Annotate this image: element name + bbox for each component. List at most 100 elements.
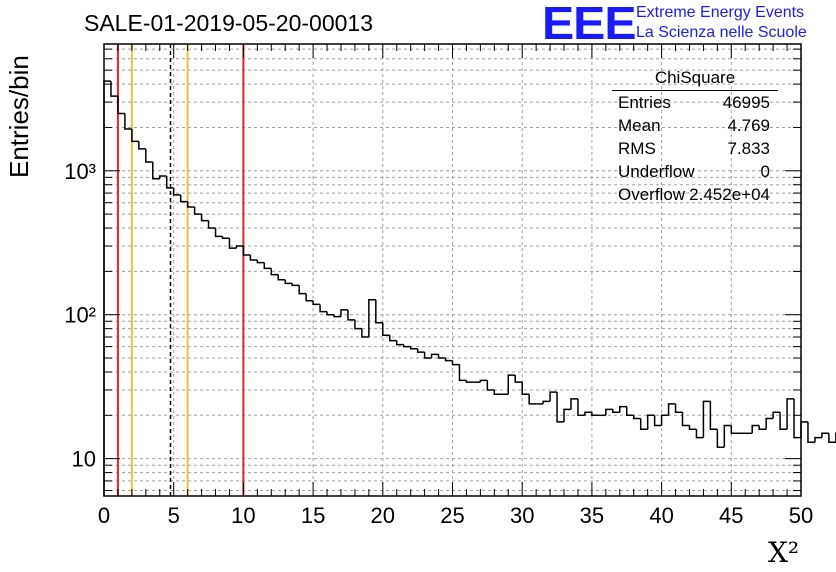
histogram-bin (451, 360, 460, 366)
histogram-bin (577, 398, 585, 417)
histogram-bin (305, 293, 314, 302)
histogram-bin (542, 400, 551, 404)
x-tick-label: 40 (649, 503, 673, 528)
stats-row: RMS 7.833 (612, 137, 778, 160)
stats-key: Overflow (618, 185, 686, 204)
histogram-bin (409, 346, 418, 350)
histogram-bin (117, 96, 125, 115)
histogram-bin (807, 421, 815, 443)
stats-value: 4.769 (727, 116, 770, 135)
histogram-bin (179, 194, 188, 203)
histogram-bin (263, 262, 272, 270)
stats-row: Mean 4.769 (612, 114, 778, 137)
histogram-bin (646, 414, 655, 430)
histogram-bin (249, 254, 258, 261)
histogram-bin (549, 391, 558, 402)
histogram-bin (570, 398, 578, 410)
stats-key: Mean (618, 116, 661, 135)
x-tick-label: 30 (510, 503, 534, 528)
stats-box: ChiSquare Entries 46995 Mean 4.769 RMS 7… (612, 66, 778, 206)
stats-key: RMS (618, 139, 656, 158)
histogram-bin (786, 398, 795, 430)
histogram-bin (159, 175, 167, 179)
histogram-bin (361, 328, 369, 338)
histogram-bin (688, 425, 697, 431)
histogram-bin (389, 335, 397, 342)
histogram-bin (821, 432, 829, 438)
x-tick-label: 20 (371, 503, 395, 528)
chart-title: SALE-01-2019-05-20-00013 (84, 10, 373, 36)
histogram-bin (660, 414, 669, 426)
histogram-bin (479, 379, 488, 383)
histogram-bin (375, 299, 383, 324)
histogram-bin (709, 401, 718, 431)
histogram-bin (382, 322, 390, 336)
histogram-bin (765, 417, 774, 430)
eee-logo: EEE (542, 0, 637, 49)
histogram-bin (110, 81, 118, 97)
stats-value: 7.833 (727, 139, 770, 158)
histogram-bin (814, 436, 822, 443)
stats-title: ChiSquare (612, 66, 778, 91)
histogram-bin (605, 408, 613, 416)
y-tick-label: 10² (64, 303, 96, 328)
stats-value: 46995 (722, 93, 770, 112)
histogram-bin (200, 214, 209, 222)
histogram-bin (131, 129, 139, 143)
histogram-bin (235, 245, 244, 249)
grid (104, 44, 801, 496)
histogram-bin (430, 353, 439, 359)
histogram-bin (563, 408, 571, 422)
histogram-bin (507, 374, 516, 395)
marker-lines (116, 44, 245, 496)
histogram-bin (333, 314, 341, 318)
histogram-bin (486, 380, 495, 391)
histogram-bin (653, 415, 662, 427)
histogram-bin (214, 228, 223, 238)
histogram-bin (145, 148, 153, 163)
histogram-bin (591, 412, 599, 417)
histogram-bin (626, 406, 634, 417)
histogram-bin (207, 220, 216, 229)
histogram-bin (326, 311, 335, 316)
stats-row: Overflow 2.452e+04 (612, 183, 778, 206)
histogram-bin (619, 405, 627, 413)
x-tick-label: 0 (98, 503, 110, 528)
x-tick-label: 35 (580, 503, 604, 528)
x-tick-label: 15 (301, 503, 325, 528)
histogram-bin (124, 113, 132, 130)
histogram-bin (772, 411, 781, 419)
axis-ticks: 0 5 10 15 20 25 30 35 40 45 50 10 10² 10³ (64, 44, 813, 528)
histogram-bin (681, 412, 690, 427)
histogram-bin (319, 304, 328, 313)
histogram-bin (751, 424, 760, 434)
histogram-bin (695, 429, 704, 439)
x-tick-label: 5 (168, 503, 180, 528)
histogram-bin (514, 375, 523, 383)
histogram-bin (458, 364, 467, 382)
histogram-bin (437, 354, 446, 359)
x-tick-label: 50 (789, 503, 813, 528)
histogram-bin (340, 309, 348, 317)
x-tick-label: 10 (231, 503, 255, 528)
y-tick-label: 10³ (64, 159, 96, 184)
histogram-bin (723, 424, 732, 448)
x-axis-label: X² (768, 536, 800, 569)
histogram-bin (368, 299, 376, 337)
histogram-bin (298, 285, 307, 295)
histogram-bin (284, 279, 293, 285)
histogram-bin (347, 309, 355, 321)
histogram-bin (221, 236, 230, 239)
histogram-bin (354, 319, 362, 330)
histogram-bin (639, 418, 648, 431)
histogram-bin (667, 403, 676, 416)
histogram-bin (521, 382, 530, 396)
histogram-bin (228, 238, 237, 249)
histogram-bin (172, 187, 181, 196)
histogram-bin (493, 389, 502, 396)
histogram-bin (730, 425, 739, 435)
histogram-bin (402, 344, 411, 348)
histogram-bin (416, 348, 425, 353)
y-tick-label: 10 (72, 447, 96, 472)
